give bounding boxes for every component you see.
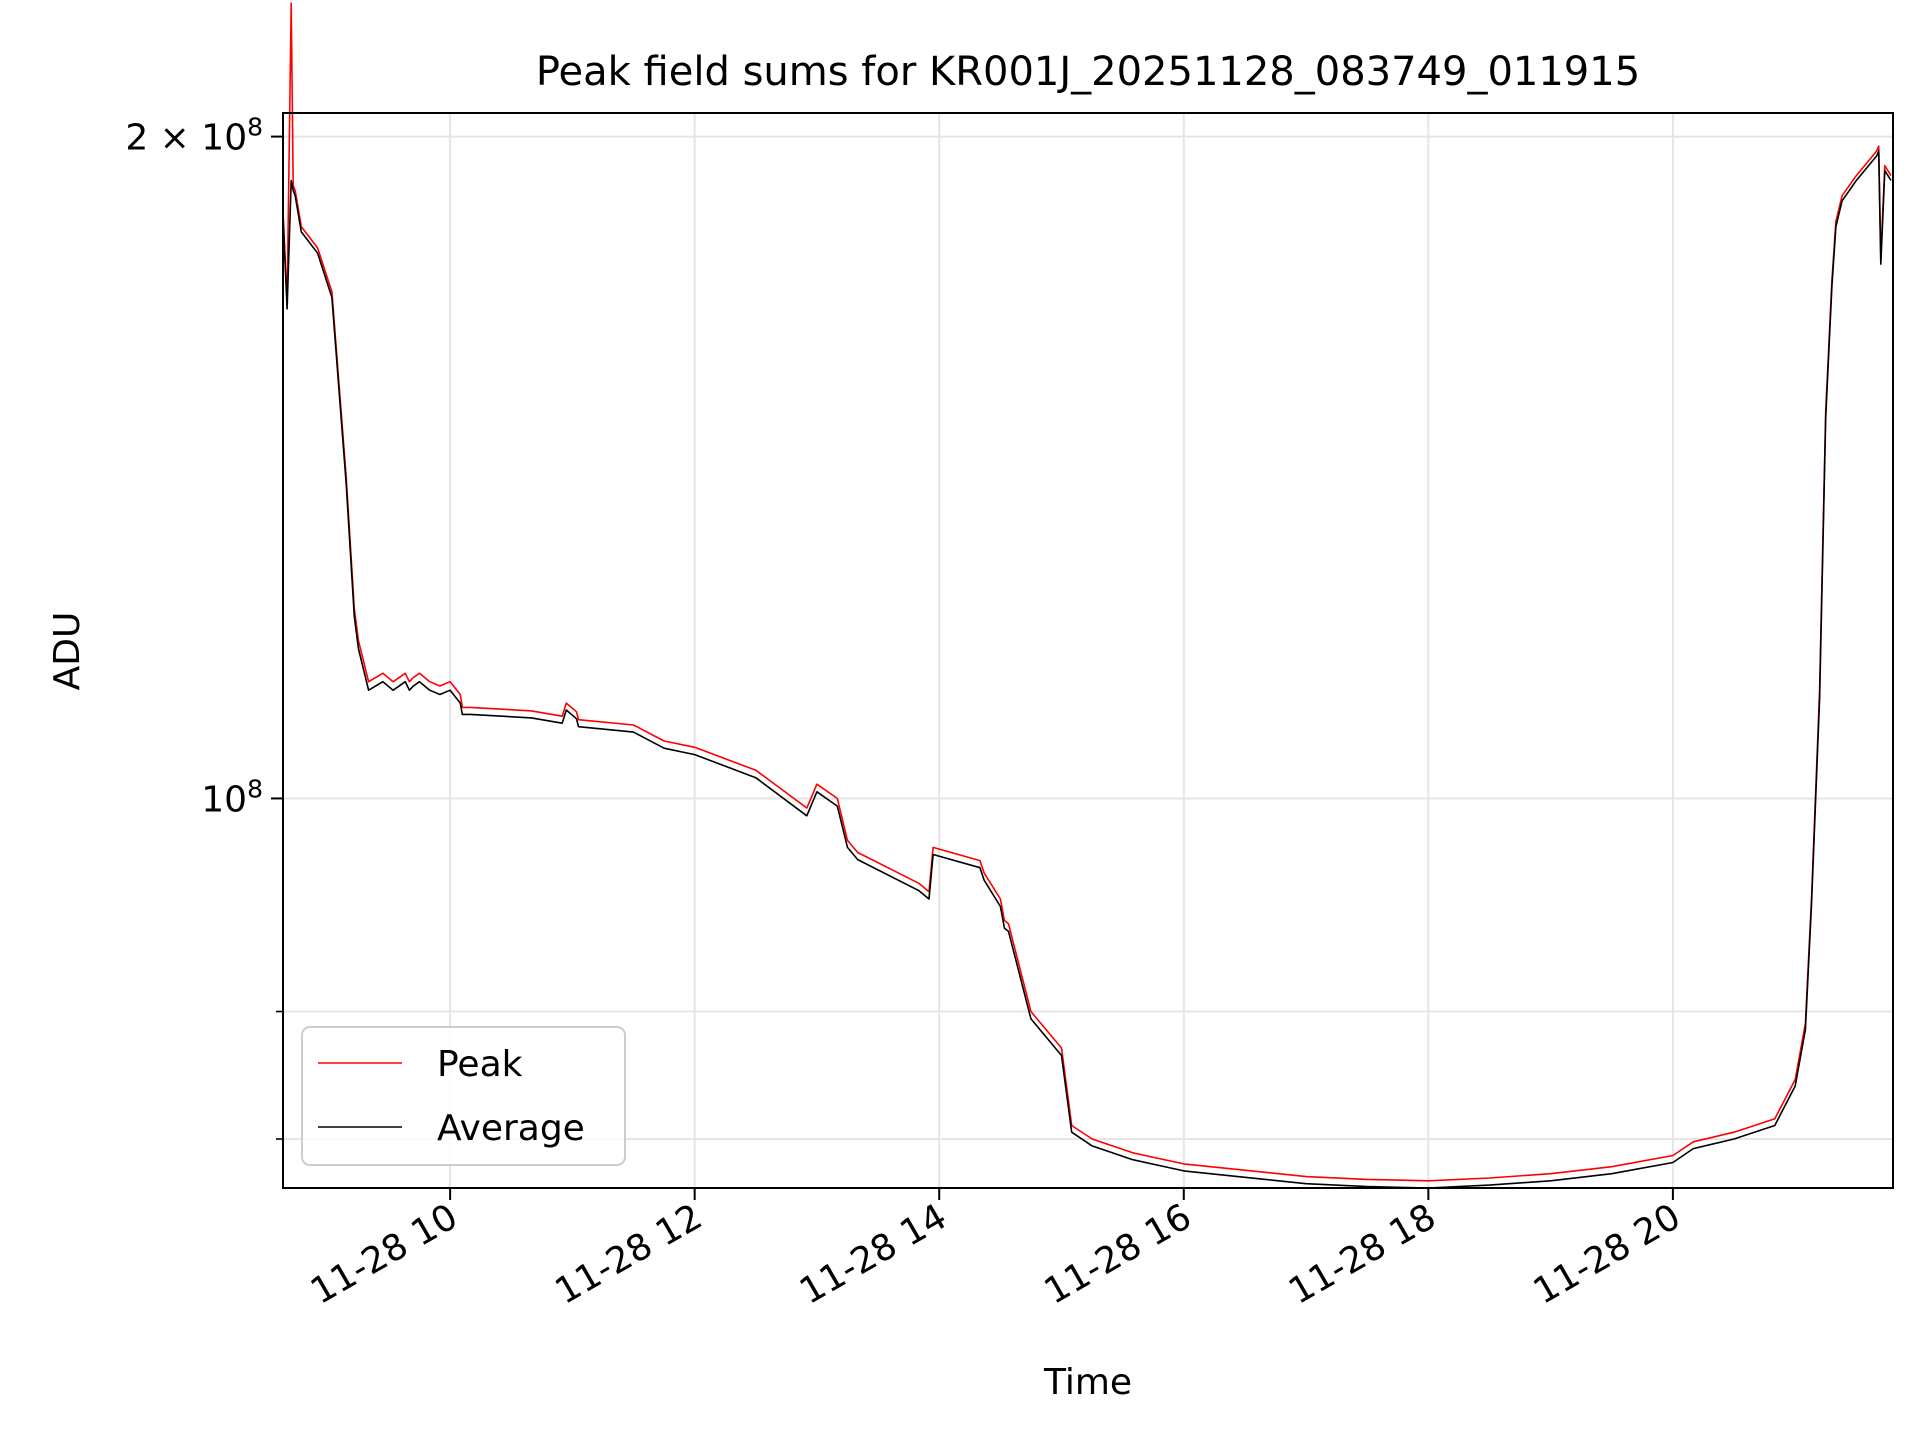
legend-label-peak: Peak [437,1044,523,1085]
series-lines [282,2,1892,1189]
x-axis-label: Time [1043,1362,1132,1403]
y-tick-label-1: 2 × 108 [125,113,263,159]
y-axis-label: ADU [47,612,88,691]
y-tick-label-0: 108 [201,774,263,820]
plot-frame [282,112,1894,1189]
chart-title: Peak field sums for KR001J_20251128_0837… [536,49,1640,95]
legend-box [301,1026,626,1166]
series-line-peak [282,2,1892,1182]
legend: Peak Average [301,1026,626,1166]
series-line-average [282,150,1892,1189]
legend-label-average: Average [437,1108,585,1149]
